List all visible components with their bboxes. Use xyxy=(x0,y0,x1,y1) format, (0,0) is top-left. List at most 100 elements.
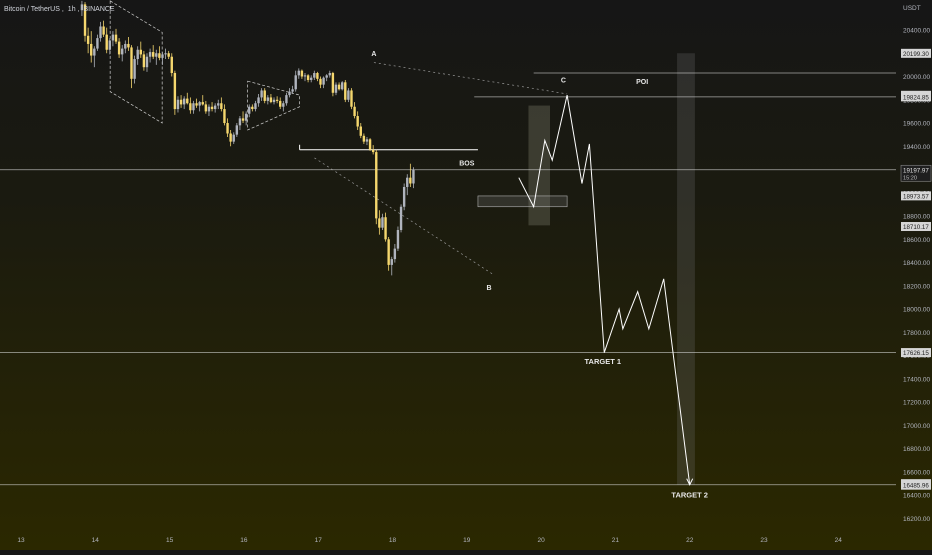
projection-path xyxy=(518,94,691,485)
candle-body xyxy=(371,149,375,153)
annotation-layer: A C POI BOS B TARGET 1 TARGET 2 xyxy=(371,51,708,499)
price-badge-value: 18973.57 xyxy=(903,193,929,200)
candle-body xyxy=(124,43,127,49)
candle-body xyxy=(344,82,347,100)
candle-body xyxy=(319,78,322,85)
candle-body xyxy=(328,73,331,76)
candle-body xyxy=(207,106,211,112)
y-tick-label: 16400.00 xyxy=(903,493,930,500)
candle-body xyxy=(399,206,403,231)
candle-body xyxy=(108,40,112,50)
candle-body xyxy=(127,43,130,48)
candle-body xyxy=(201,102,204,105)
candle-body xyxy=(347,90,350,100)
candle-body xyxy=(254,103,257,110)
y-tick-label: 16200.00 xyxy=(903,516,930,523)
candle-body xyxy=(303,75,307,77)
y-tick-label: 18800.00 xyxy=(903,214,930,221)
x-tick-label: 14 xyxy=(92,537,100,544)
annotation-target-1: TARGET 1 xyxy=(585,357,622,366)
candle-body xyxy=(387,239,390,265)
candle-body xyxy=(313,73,316,78)
price-badge-value: 19197.97 xyxy=(903,167,929,174)
annotation-poi: POI xyxy=(636,79,648,86)
candle-body xyxy=(238,118,242,126)
candle-body xyxy=(325,75,328,78)
candle-body xyxy=(142,54,146,68)
candle-body xyxy=(331,73,335,93)
candle-body xyxy=(365,139,369,142)
candle-body xyxy=(232,134,235,142)
candle-body xyxy=(186,98,189,104)
candle-body xyxy=(167,53,170,57)
candle-body xyxy=(179,99,183,105)
x-tick-label: 17 xyxy=(315,537,323,544)
y-tick-label: 18200.00 xyxy=(903,283,930,290)
candle-body xyxy=(195,103,198,106)
y-tick-label: 19600.00 xyxy=(903,121,930,128)
candle-body xyxy=(210,106,214,110)
candle-body xyxy=(170,56,173,74)
price-badge xyxy=(900,164,932,182)
candle-body xyxy=(99,26,102,39)
annotation-bos: BOS xyxy=(459,160,475,167)
candle-body xyxy=(288,91,291,96)
candle-body xyxy=(275,99,279,101)
y-tick-label: 19400.00 xyxy=(903,144,930,151)
x-tick-label: 22 xyxy=(686,537,694,544)
candle-body xyxy=(368,139,372,150)
candle-body xyxy=(272,99,276,103)
interval-label: 1h xyxy=(67,6,76,13)
candle-body xyxy=(114,34,118,42)
candle-body xyxy=(139,49,142,55)
candle-body xyxy=(244,113,248,121)
candle-body xyxy=(204,104,208,112)
candle-body xyxy=(375,152,378,219)
x-tick-label: 15 xyxy=(166,537,174,544)
candle-body xyxy=(111,34,115,41)
y-tick-label: 20400.00 xyxy=(903,27,930,34)
price-badge xyxy=(901,222,931,232)
x-tick-label: 23 xyxy=(760,537,768,544)
symbol-name: Bitcoin / TetherUS xyxy=(4,6,60,13)
candle-body xyxy=(251,106,254,110)
candle-body xyxy=(164,53,167,55)
candle-body xyxy=(220,103,223,110)
candle-body xyxy=(90,43,93,56)
candle-body xyxy=(80,4,84,11)
axes-layer: 20400.0020200.0020000.0019800.0019600.00… xyxy=(17,5,932,544)
candle-body xyxy=(297,70,301,76)
candle-body xyxy=(412,169,415,184)
candle-body xyxy=(151,52,155,57)
candle-body xyxy=(257,97,260,104)
candle-body xyxy=(248,106,251,114)
candle-body xyxy=(362,135,366,142)
candle-body xyxy=(83,4,87,36)
candle-body xyxy=(316,73,319,79)
candles-layer xyxy=(80,0,415,276)
candle-body xyxy=(229,133,232,142)
y-tick-label: 18000.00 xyxy=(903,307,930,314)
candle-body xyxy=(192,103,195,111)
symbol-header[interactable]: Bitcoin / TetherUS, 1h, BINANCE xyxy=(4,6,117,13)
price-badge-value: 16485.96 xyxy=(903,483,929,490)
candle-body xyxy=(337,84,341,90)
projection-arrowhead xyxy=(686,478,694,486)
zones-layer xyxy=(477,53,695,485)
candle-body xyxy=(406,177,409,187)
y-tick-label: 16800.00 xyxy=(903,446,930,453)
dotted-trendline xyxy=(314,157,493,275)
price-badge xyxy=(901,48,931,58)
y-tick-label: 20000.00 xyxy=(903,74,930,81)
candle-body xyxy=(182,98,186,105)
candle-body xyxy=(86,35,90,44)
candle-body xyxy=(285,95,288,104)
candle-body xyxy=(213,105,217,110)
header-separator: , xyxy=(61,6,66,13)
x-tick-label: 18 xyxy=(389,537,397,544)
candle-body xyxy=(393,248,397,260)
y-tick-label: 17000.00 xyxy=(903,423,930,430)
